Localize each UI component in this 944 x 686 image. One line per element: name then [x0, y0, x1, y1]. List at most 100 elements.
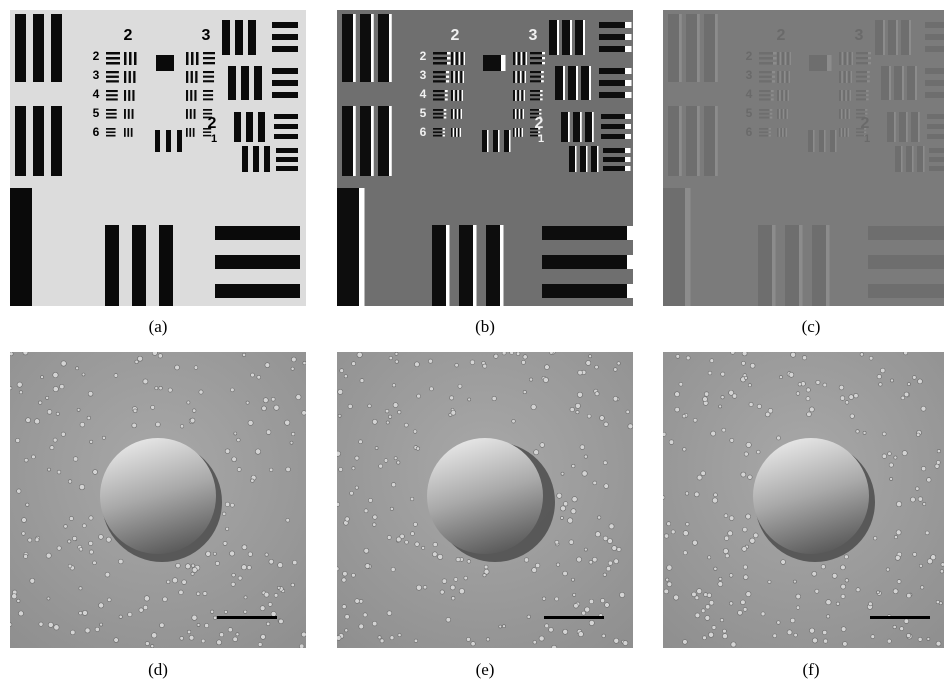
- bar-edge: [779, 128, 781, 137]
- target-bar: [911, 112, 918, 142]
- target-bar: [246, 112, 253, 142]
- particle: [796, 392, 800, 396]
- particle: [560, 516, 563, 519]
- particle: [510, 351, 514, 355]
- particle: [364, 548, 369, 553]
- bar-edge: [568, 112, 570, 142]
- particle: [900, 627, 904, 631]
- particle: [623, 641, 628, 646]
- figure: 232345621(a)232345621(b)232345621(c)(d)(…: [0, 0, 944, 686]
- bar-edge: [515, 109, 517, 119]
- target-bar: [433, 52, 447, 55]
- particle: [913, 552, 917, 556]
- particle: [746, 442, 751, 447]
- particle: [571, 578, 574, 581]
- target-bar: [433, 62, 447, 65]
- particle: [76, 367, 79, 370]
- panel-image: 232345621: [663, 10, 944, 306]
- bar-edge: [487, 130, 489, 152]
- bar-edge: [773, 52, 777, 55]
- target-bar: [809, 55, 827, 71]
- particle: [608, 561, 612, 565]
- target-bar: [875, 20, 883, 55]
- target-bar: [759, 80, 772, 82]
- target-bar: [530, 71, 541, 73]
- particle: [685, 492, 688, 495]
- particle: [563, 571, 568, 576]
- particle: [189, 635, 194, 640]
- bar-edge: [359, 188, 365, 306]
- particle: [28, 538, 32, 542]
- target-bar: [830, 130, 835, 152]
- particle: [732, 394, 737, 399]
- particle: [271, 611, 276, 616]
- target-bar: [856, 57, 868, 59]
- bar-edge: [462, 90, 464, 101]
- bar-edge: [896, 20, 898, 55]
- bar-edge: [865, 109, 867, 111]
- bar-edge: [453, 71, 455, 83]
- target-bar: [203, 94, 213, 96]
- particle: [228, 628, 232, 632]
- particle: [274, 405, 279, 410]
- bar-edge: [521, 52, 523, 65]
- target-bar: [521, 90, 523, 101]
- particle: [826, 615, 829, 618]
- target-bar: [189, 128, 191, 137]
- bar-edge: [787, 109, 789, 119]
- particle: [180, 425, 184, 429]
- particle: [138, 356, 143, 361]
- panel-label: (a): [149, 317, 168, 336]
- bar-edge: [371, 14, 374, 82]
- target-label: 5: [746, 106, 753, 120]
- particle: [844, 555, 848, 559]
- bar-edge: [786, 128, 788, 137]
- particle: [451, 596, 454, 599]
- bar-edge: [463, 71, 465, 83]
- particle: [542, 597, 545, 600]
- bar-edge: [841, 109, 843, 119]
- particle: [352, 362, 356, 366]
- target-bar: [785, 109, 787, 119]
- particle: [355, 599, 360, 604]
- target-bar: [203, 71, 214, 73]
- particle: [708, 371, 712, 375]
- particle: [557, 493, 562, 498]
- particle: [789, 372, 794, 377]
- particle: [22, 532, 26, 536]
- particle: [694, 492, 699, 497]
- particle: [721, 372, 725, 376]
- target-bar: [222, 20, 230, 55]
- particle: [415, 542, 419, 546]
- target-bar: [585, 112, 592, 142]
- bar-edge: [625, 92, 632, 98]
- particle: [856, 588, 860, 592]
- target-bar: [839, 90, 841, 101]
- particle: [278, 563, 283, 568]
- target-bar: [455, 109, 457, 119]
- bar-edge: [835, 130, 837, 152]
- target-bar: [704, 106, 715, 176]
- target-bar: [203, 98, 213, 100]
- particle: [291, 583, 294, 586]
- target-bar: [493, 130, 498, 152]
- target-bar: [190, 109, 192, 119]
- target-bar: [360, 106, 371, 176]
- target-bar: [459, 225, 473, 306]
- particle: [12, 594, 17, 599]
- particle: [352, 467, 355, 470]
- particle: [398, 633, 401, 636]
- particle: [197, 623, 200, 626]
- target-bar: [186, 90, 188, 101]
- particle: [761, 612, 765, 616]
- particle: [338, 389, 343, 394]
- particle: [230, 388, 234, 392]
- particle: [521, 360, 525, 364]
- scale-bar: [870, 616, 930, 619]
- particle: [882, 432, 886, 436]
- particle: [135, 360, 138, 363]
- particle: [773, 634, 777, 638]
- particle: [722, 634, 727, 639]
- particle: [486, 638, 489, 641]
